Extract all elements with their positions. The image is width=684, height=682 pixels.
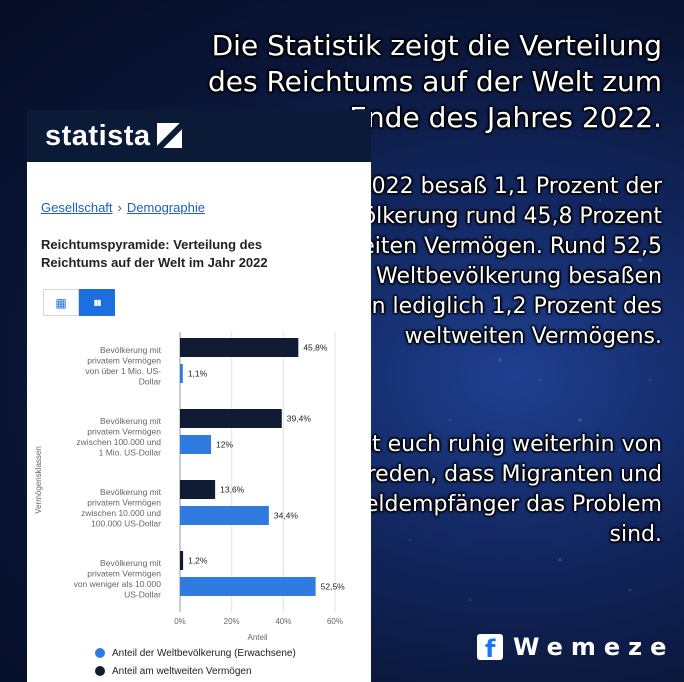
x-tick-label: 0% [174,617,186,626]
chart-title: Reichtumspyramide: Verteilung des Reicht… [41,237,268,270]
category-label: privatem Vermögen [87,427,161,437]
breadcrumb-separator: › [117,200,122,215]
brand-signature: f Wemeze [477,633,675,662]
category-label: 100.000 US-Dollar [91,519,161,529]
legend-label-population: Anteil der Weltbevölkerung (Erwachsene) [112,647,296,659]
category-label: privatem Vermögen [87,498,161,508]
breadcrumb: Gesellschaft › Demographie [41,200,205,215]
data-label: 39,4% [287,414,312,424]
category-label: privatem Vermögen [87,569,161,579]
category-label: privatem Vermögen [87,356,161,366]
data-label: 13,6% [220,485,245,495]
view-toggle: ▦ ▮▮ [43,289,115,316]
legend-dot-wealth [95,666,105,676]
bar [180,435,211,454]
x-axis-label: Anteil [247,633,267,642]
bar [180,364,183,383]
bar [180,506,269,525]
category-label: 1 Mio. US-Dollar [99,448,162,458]
chart-view-button[interactable]: ▮▮ [79,289,115,316]
category-label: Bevölkerung mit [100,416,162,426]
data-label: 1,2% [188,556,208,566]
bar-chart: 0% 20% 40% 60% Anteil Vermögensklassen Bevölke… [34,332,346,642]
x-tick-label: 40% [275,617,291,626]
category-label: von weniger als 10.000 [74,579,162,589]
category-label: Bevölkerung mit [100,345,162,355]
category-label: Bevölkerung mit [100,487,162,497]
breadcrumb-gesellschaft[interactable]: Gesellschaft [41,200,113,215]
chart-legend: Anteil der Weltbevölkerung (Erwachsene) … [95,644,296,680]
legend-item-wealth[interactable]: Anteil am weltweiten Vermögen [95,662,296,680]
category-label: von über 1 Mio. US- [85,366,161,376]
statista-logo-mark-icon [156,123,182,148]
legend-item-population[interactable]: Anteil der Weltbevölkerung (Erwachsene) [95,644,296,662]
bar [180,577,316,596]
x-tick-label: 20% [224,617,240,626]
grid-icon: ▦ [55,295,67,310]
y-axis-label: Vermögensklassen [34,446,43,514]
bar [180,480,216,499]
category-label: Dollar [139,377,161,387]
data-label: 34,4% [274,511,299,521]
category-label: zwischen 10.000 und [81,508,161,518]
bar [180,338,299,357]
headline-text: Die Statistik zeigt die Verteilung des R… [207,29,662,134]
table-view-button[interactable]: ▦ [43,289,79,316]
legend-dot-population [95,648,105,658]
bar [180,551,184,570]
bar [180,409,282,428]
category-label: zwischen 100.000 und [76,437,161,447]
data-label: 1,1% [188,369,208,379]
statista-header: statista [27,110,371,162]
brand-name: Wemeze [513,633,675,661]
category-label: Bevölkerung mit [100,558,162,568]
bar-chart-icon: ▮▮ [93,298,102,307]
x-tick-label: 60% [327,617,343,626]
category-label: US-Dollar [124,590,161,600]
statista-logo[interactable]: statista [45,120,182,153]
data-label: 12% [216,440,233,450]
statista-card: Gesellschaft › Demographie Reichtumspyrami… [27,162,371,682]
legend-label-wealth: Anteil am weltweiten Vermögen [112,665,252,677]
data-label: 52,5% [321,582,346,592]
data-label: 45,8% [303,343,328,353]
facebook-icon[interactable]: f [477,634,503,662]
breadcrumb-demographie[interactable]: Demographie [126,200,205,215]
